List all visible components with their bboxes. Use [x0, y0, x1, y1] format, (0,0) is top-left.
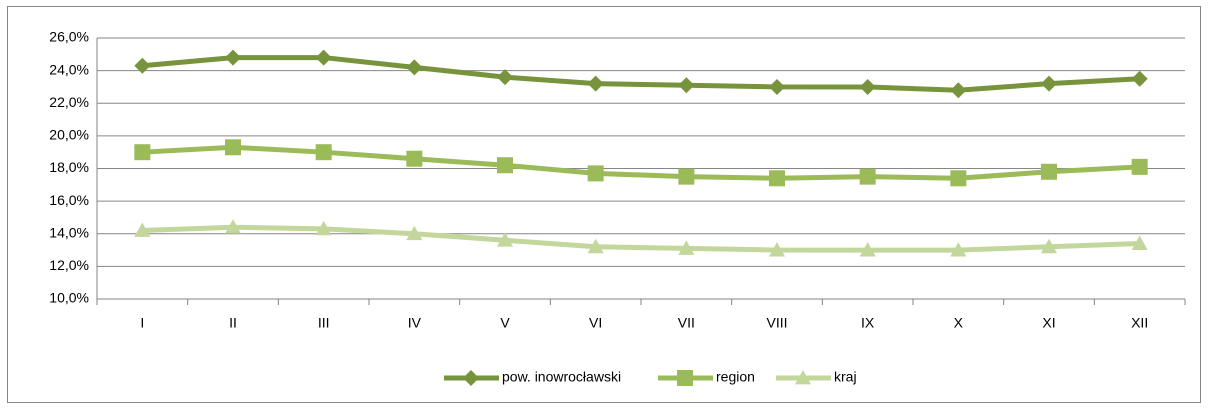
data-point: [859, 78, 876, 95]
data-point: [1041, 75, 1057, 92]
data-point: [587, 238, 604, 254]
data-point: [769, 170, 785, 187]
x-tick-label: III: [318, 315, 330, 331]
y-tick-label: 26,0%: [49, 29, 89, 45]
data-point: [1131, 70, 1148, 87]
data-point: [497, 232, 513, 247]
data-point: [950, 170, 967, 187]
data-point: [769, 242, 785, 257]
y-tick-label: 20,0%: [49, 127, 89, 143]
legend-marker: [795, 370, 811, 385]
x-tick-label: X: [954, 315, 964, 331]
series-line: [142, 144, 1140, 181]
y-tick-label: 12,0%: [49, 257, 89, 273]
data-point: [225, 139, 241, 156]
y-tick-label: 18,0%: [49, 159, 89, 175]
legend-label: kraj: [834, 369, 857, 385]
data-point: [497, 157, 513, 174]
data-point: [678, 168, 695, 185]
data-point: [497, 69, 513, 86]
data-point: [859, 168, 876, 185]
x-tick-label: XII: [1131, 315, 1148, 331]
data-point: [225, 219, 241, 234]
legend-marker: [677, 370, 693, 386]
y-tick-label: 10,0%: [49, 290, 89, 306]
data-point: [1131, 158, 1148, 175]
data-point: [134, 222, 151, 237]
data-point: [950, 82, 967, 99]
data-point: [950, 242, 967, 257]
x-tick-label: V: [500, 315, 510, 331]
data-point: [1041, 238, 1057, 254]
data-point: [315, 49, 332, 66]
x-tick-label: IX: [861, 315, 875, 331]
x-tick-label: I: [140, 315, 144, 331]
data-point: [315, 220, 332, 236]
legend-label: pow. inowrocławski: [502, 369, 621, 385]
y-tick-label: 16,0%: [49, 192, 89, 208]
x-tick-label: VII: [678, 315, 695, 331]
data-point: [859, 242, 876, 257]
data-point: [769, 78, 785, 95]
x-tick-label: II: [229, 315, 237, 331]
data-point: [406, 59, 423, 76]
data-point: [225, 49, 241, 66]
series-line: [142, 224, 1140, 253]
legend-label: region: [716, 369, 755, 385]
data-point: [1131, 235, 1148, 250]
chart-border: [7, 6, 1201, 403]
y-tick-label: 22,0%: [49, 94, 89, 110]
data-point: [406, 225, 423, 241]
legend-marker: [463, 370, 479, 386]
series-line: [142, 55, 1140, 93]
x-tick-label: IV: [408, 315, 422, 331]
data-point: [406, 150, 423, 167]
x-tick-label: VIII: [766, 315, 787, 331]
data-point: [1041, 163, 1057, 180]
data-point: [587, 165, 604, 182]
data-point: [678, 77, 695, 94]
y-tick-label: 14,0%: [49, 224, 89, 240]
data-point: [134, 57, 151, 74]
y-tick-label: 24,0%: [49, 61, 89, 77]
data-point: [134, 144, 151, 161]
x-tick-label: VI: [589, 315, 602, 331]
data-point: [587, 75, 604, 92]
data-point: [315, 144, 332, 161]
data-point: [678, 240, 695, 255]
x-tick-label: XI: [1042, 315, 1055, 331]
